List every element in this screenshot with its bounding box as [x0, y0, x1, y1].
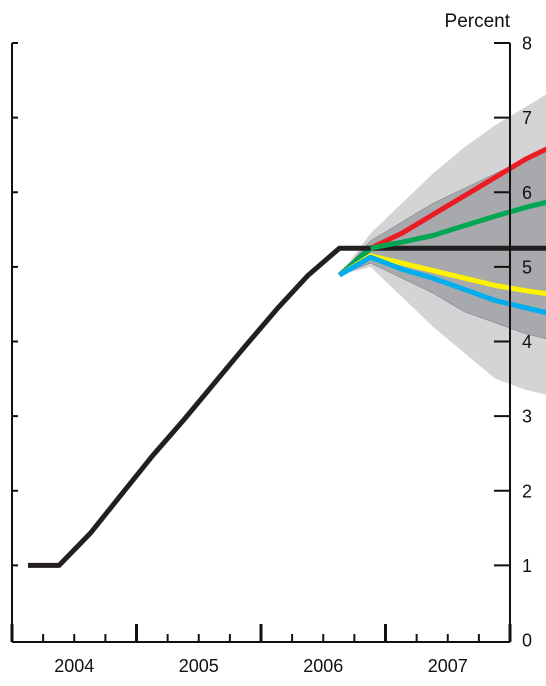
y-tick-label: 1	[522, 556, 532, 576]
history-line	[28, 248, 371, 565]
y-tick-label: 8	[522, 34, 532, 54]
x-tick-label: 2007	[428, 656, 468, 676]
x-tick-label: 2006	[303, 656, 343, 676]
y-tick-label: 3	[522, 407, 532, 427]
y-axis-label: Percent	[445, 11, 511, 32]
uncertainty-bands	[340, 88, 546, 398]
y-tick-label: 6	[522, 183, 532, 203]
y-tick-label: 4	[522, 332, 532, 352]
x-tick-label: 2005	[179, 656, 219, 676]
y-tick-label: 7	[522, 108, 532, 128]
y-tick-label: 5	[522, 257, 532, 277]
y-tick-label: 2	[522, 481, 532, 501]
y-tick-label: 0	[522, 631, 532, 651]
x-tick-label: 2004	[54, 656, 94, 676]
